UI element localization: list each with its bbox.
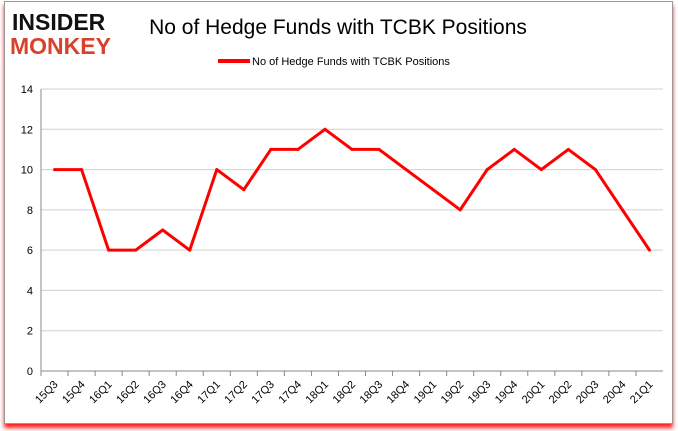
data-point (188, 248, 192, 252)
x-tick-label: 19Q4 (493, 379, 521, 407)
y-tick-label: 12 (21, 124, 33, 136)
x-tick-label: 21Q1 (628, 379, 656, 407)
data-point (539, 168, 543, 172)
data-point (377, 147, 381, 151)
x-tick-label: 18Q1 (304, 379, 332, 407)
x-tick-label: 18Q3 (358, 379, 386, 407)
data-point (269, 147, 273, 151)
logo-line2: MONKEY (10, 33, 111, 59)
x-tick-label: 17Q1 (195, 379, 223, 407)
y-tick-label: 0 (27, 366, 33, 378)
x-tick-label: 19Q3 (466, 379, 494, 407)
data-point (107, 248, 111, 252)
x-tick-label: 17Q4 (277, 379, 305, 407)
chart-title: No of Hedge Funds with TCBK Positions (149, 16, 527, 39)
data-point (512, 147, 516, 151)
x-tick-label: 17Q3 (249, 379, 277, 407)
y-tick-label: 6 (27, 245, 33, 257)
x-tick-label: 17Q2 (222, 379, 250, 407)
legend-label: No of Hedge Funds with TCBK Positions (252, 56, 450, 68)
x-tick-label: 16Q4 (168, 379, 196, 407)
x-tick-label: 19Q1 (412, 379, 440, 407)
x-tick-label: 15Q3 (33, 379, 61, 407)
y-tick-label: 14 (21, 84, 33, 96)
chart-frame (4, 1, 673, 424)
x-tick-label: 18Q4 (385, 379, 413, 407)
data-point (458, 208, 462, 212)
data-point (593, 168, 597, 172)
x-tick-label: 18Q2 (331, 379, 359, 407)
logo: INSIDER MONKEY (10, 9, 111, 59)
y-tick-label: 10 (21, 165, 33, 177)
data-point (350, 147, 354, 151)
data-point (53, 168, 57, 172)
data-point (431, 188, 435, 192)
data-point (485, 168, 489, 172)
data-point (296, 147, 300, 151)
x-tick-label: 16Q2 (114, 379, 142, 407)
data-point (242, 188, 246, 192)
data-point (215, 168, 219, 172)
y-tick-label: 8 (27, 205, 33, 217)
data-point (647, 248, 651, 252)
series-line (54, 127, 651, 252)
x-tick-label: 15Q4 (60, 379, 88, 407)
data-point (134, 248, 138, 252)
data-point (566, 147, 570, 151)
x-tick-label: 20Q1 (520, 379, 548, 407)
x-tick-label: 16Q1 (87, 379, 115, 407)
data-point (80, 168, 84, 172)
data-point (620, 208, 624, 212)
x-tick-label: 20Q3 (574, 379, 602, 407)
y-tick-label: 4 (27, 285, 33, 297)
x-tick-label: 16Q3 (141, 379, 169, 407)
x-tick-label: 20Q2 (547, 379, 575, 407)
data-point (404, 168, 408, 172)
y-tick-label: 2 (27, 326, 33, 338)
logo-line1: INSIDER (12, 9, 106, 35)
x-tick-label: 20Q4 (601, 379, 629, 407)
x-tick-label: 19Q2 (439, 379, 467, 407)
data-point (323, 127, 327, 131)
data-point (161, 228, 165, 232)
